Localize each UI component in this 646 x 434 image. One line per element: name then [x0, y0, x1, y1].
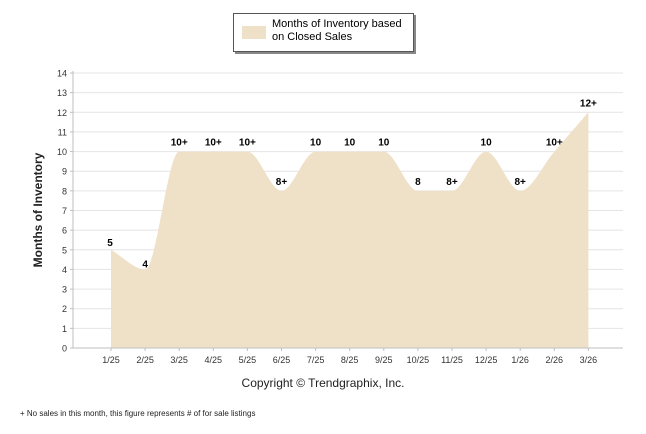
x-tick-label: 8/25 [341, 355, 359, 365]
y-tick-label: 0 [62, 344, 67, 354]
y-tick-label: 7 [62, 206, 67, 216]
y-tick-label: 12 [57, 108, 67, 118]
x-tick-label: 4/25 [205, 355, 223, 365]
x-tick-label: 11/25 [441, 355, 463, 365]
data-label: 10 [378, 138, 390, 149]
x-tick-label: 1/26 [511, 355, 529, 365]
footnote-text: + No sales in this month, this figure re… [20, 409, 256, 418]
y-tick-label: 5 [62, 245, 67, 255]
y-tick-label: 3 [62, 285, 67, 295]
y-tick-label: 2 [62, 304, 67, 314]
y-tick-label: 9 [62, 167, 67, 177]
data-label: 8+ [514, 177, 526, 188]
y-tick-label: 1 [62, 324, 67, 334]
legend: Months of Inventory based on Closed Sale… [233, 13, 414, 52]
area-fill [111, 112, 589, 349]
y-tick-label: 13 [57, 88, 67, 98]
x-tick-label: 7/25 [307, 355, 325, 365]
x-tick-label: 2/26 [546, 355, 564, 365]
data-labels: 5 4 10+ 10+ 10+ 8+ 10 10 10 8 8+ 10 8+ 10+ 12+ [107, 98, 597, 270]
x-tick-label: 5/25 [239, 355, 257, 365]
y-tick-label: 10 [57, 147, 67, 157]
data-label: 10 [344, 138, 356, 149]
area-series [111, 112, 589, 349]
legend-label: Months of Inventory based on Closed Sale… [272, 18, 402, 43]
x-tick-label: 10/25 [407, 355, 430, 365]
data-label: 8+ [276, 177, 288, 188]
y-axis-title: Months of Inventory [31, 152, 45, 267]
data-label: 10+ [205, 138, 222, 149]
x-tick-label: 1/25 [102, 355, 120, 365]
legend-swatch [242, 26, 266, 39]
copyright-text: Copyright © Trendgraphix, Inc. [241, 376, 405, 390]
x-tick-label: 2/25 [136, 355, 154, 365]
data-label: 10 [310, 138, 322, 149]
data-label: 12+ [580, 98, 597, 109]
x-tick-label: 6/25 [273, 355, 291, 365]
data-label: 8 [415, 177, 421, 188]
x-tick-labels: 1/25 2/25 3/25 4/25 5/25 6/25 7/25 8/25 9/25 10/2… [102, 355, 597, 365]
data-label: 10+ [546, 138, 563, 149]
data-label: 5 [107, 238, 113, 249]
x-tick-label: 9/25 [375, 355, 393, 365]
data-label: 10 [481, 138, 493, 149]
y-tick-label: 6 [62, 226, 67, 236]
axes [70, 71, 623, 351]
y-tick-label: 4 [62, 265, 67, 275]
x-tick-label: 3/25 [170, 355, 188, 365]
data-label: 8+ [446, 177, 458, 188]
y-tick-label: 11 [58, 127, 67, 137]
x-tick-label: 3/26 [580, 355, 598, 365]
data-label: 4 [142, 259, 148, 270]
x-tick-label: 12/25 [475, 355, 498, 365]
data-label: 10+ [171, 138, 188, 149]
y-tick-label: 14 [57, 69, 67, 79]
y-tick-label: 8 [62, 186, 67, 196]
data-label: 10+ [239, 138, 256, 149]
